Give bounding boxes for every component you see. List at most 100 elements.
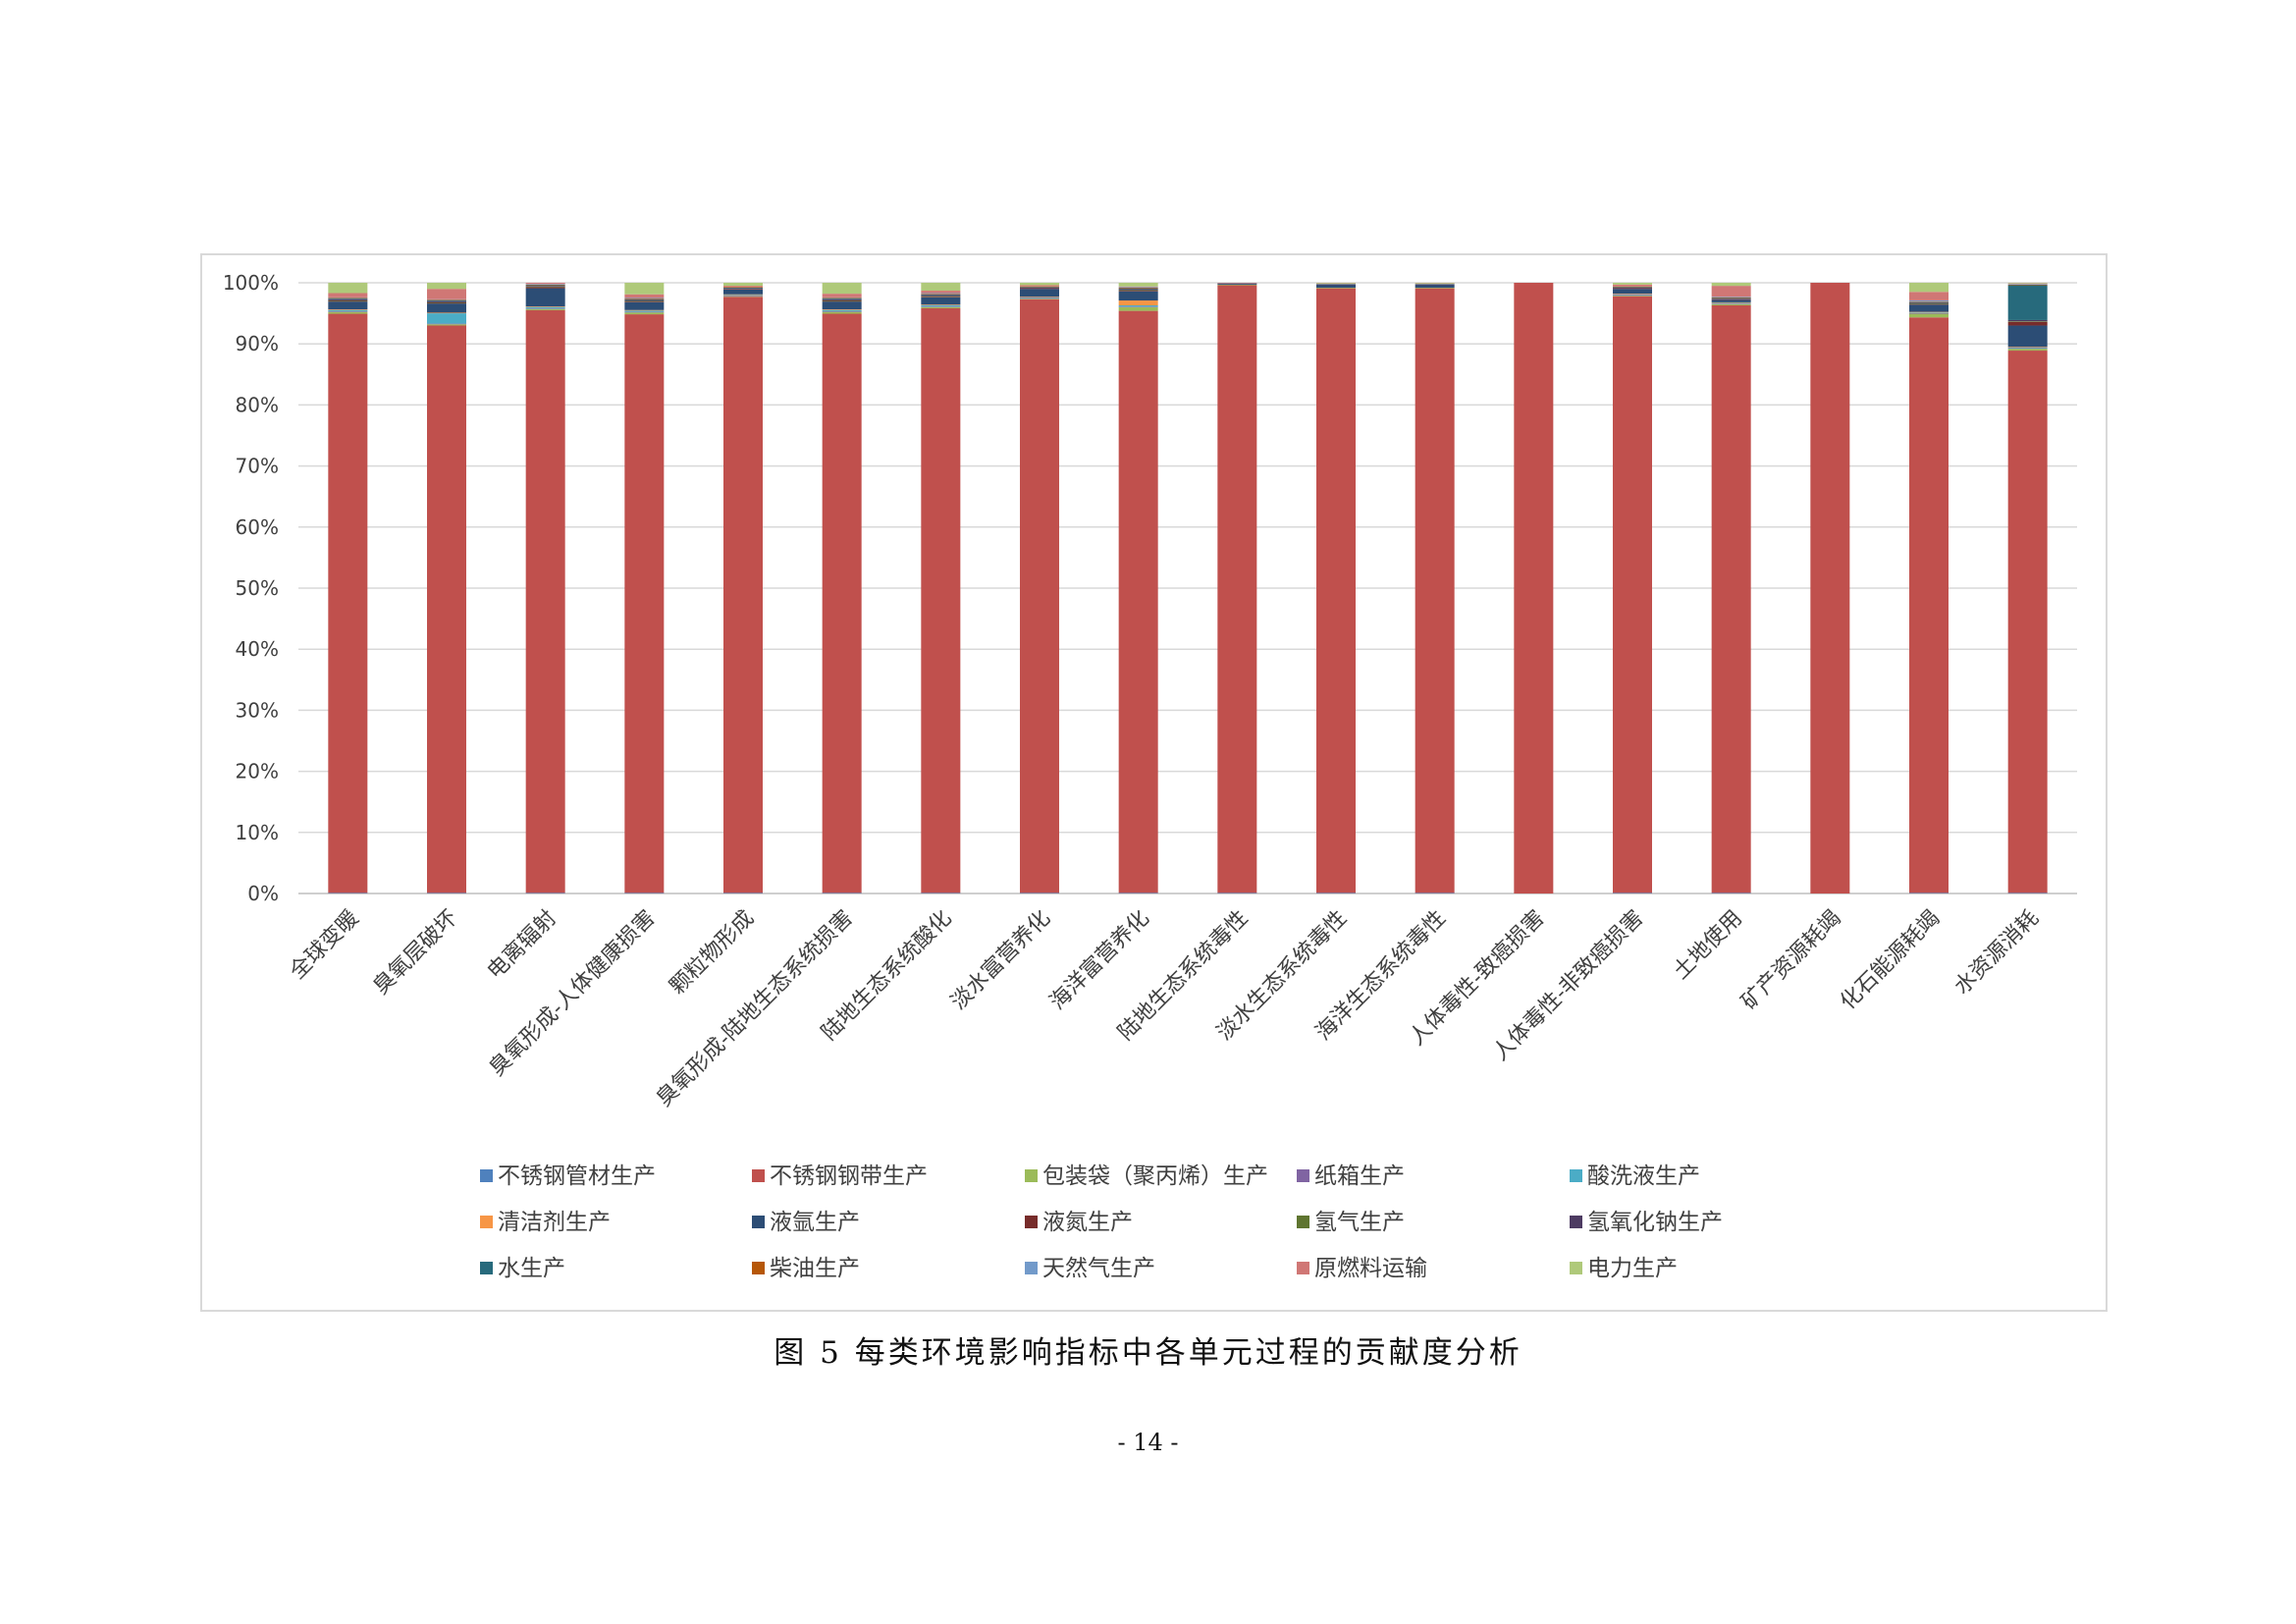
bar-segment — [2007, 321, 2048, 322]
bar-stack — [1118, 283, 1158, 893]
page-number: - 14 - — [1117, 1429, 1179, 1456]
x-tick-label: 臭氧层破坏 — [369, 906, 462, 1000]
bar-segment — [1711, 303, 1751, 305]
x-tick-label: 臭氧形成-人体健康损害 — [485, 906, 661, 1082]
bar-stack — [822, 283, 862, 893]
y-tick-label: 40% — [236, 637, 279, 661]
bar-segment — [2007, 284, 2048, 286]
bar-segment — [624, 300, 665, 302]
bar-segment — [723, 287, 763, 288]
bar-segment — [1909, 312, 1949, 313]
legend-swatch — [752, 1262, 765, 1274]
bar-segment — [1020, 289, 1059, 298]
legend-label: 纸箱生产 — [1314, 1164, 1405, 1189]
bar-stack — [427, 283, 466, 893]
legend-label: 原燃料运输 — [1314, 1256, 1427, 1281]
bar-segment — [427, 300, 466, 301]
bar-segment — [1613, 294, 1652, 296]
bar-segment — [1020, 298, 1059, 299]
bar-segment — [1909, 317, 1949, 893]
bar-segment — [1020, 283, 1059, 286]
bar-segment — [1909, 292, 1949, 300]
bar-segment — [1415, 284, 1455, 285]
x-tick-label: 颗粒物形成 — [666, 906, 759, 1000]
bar-segment — [1909, 304, 1949, 312]
bar-segment — [1909, 313, 1949, 318]
bar-segment — [328, 309, 368, 310]
bar-segment — [1020, 298, 1059, 299]
bar-segment — [624, 310, 665, 312]
bar-segment — [1613, 287, 1652, 288]
bar-segment — [723, 296, 763, 298]
x-tick-label: 淡水富营养化 — [946, 906, 1055, 1015]
legend-label: 不锈钢钢带生产 — [770, 1164, 928, 1189]
bar-segment — [525, 308, 565, 309]
bar-segment — [525, 283, 565, 285]
x-tick-label: 土地使用 — [1669, 906, 1747, 985]
legend-item: 酸洗液生产 — [1570, 1164, 1700, 1189]
bar-segment — [1316, 283, 1356, 284]
grid-lines — [298, 282, 2077, 894]
bar-stack — [1316, 283, 1356, 893]
bar-segment — [525, 286, 565, 288]
bar-segment — [1613, 295, 1652, 297]
bar-segment — [1810, 283, 1850, 893]
bar-segment — [427, 325, 466, 893]
legend-swatch — [1570, 1216, 1582, 1228]
bar-segment — [328, 313, 368, 893]
bar-segment — [624, 314, 665, 893]
legend-swatch — [480, 1169, 493, 1182]
y-tick-label: 80% — [236, 393, 279, 416]
figure-caption: 图 5 每类环境影响指标中各单元过程的贡献度分析 — [774, 1335, 1522, 1371]
bar-segment — [427, 302, 466, 304]
bar-segment — [1613, 296, 1652, 297]
legend-item: 天然气生产 — [1025, 1256, 1155, 1281]
legend-label: 清洁剂生产 — [498, 1210, 611, 1235]
bar-segment — [525, 284, 565, 286]
bar-segment — [624, 299, 665, 301]
legend-item: 液氮生产 — [1025, 1210, 1133, 1235]
legend-swatch — [752, 1169, 765, 1182]
x-tick-label: 全球变暖 — [286, 906, 364, 985]
bar-segment — [921, 306, 961, 308]
bar-segment — [723, 294, 763, 296]
legend-label: 酸洗液生产 — [1587, 1164, 1700, 1189]
bar-segment — [1909, 303, 1949, 304]
bar-segment — [1613, 288, 1652, 290]
bar-segment — [624, 294, 665, 298]
legend-item: 纸箱生产 — [1297, 1164, 1405, 1189]
bar-segment — [1711, 303, 1751, 304]
bar-segment — [328, 309, 368, 312]
bar-segment — [1909, 299, 1949, 302]
legend-label: 氢氧化钠生产 — [1587, 1210, 1723, 1235]
bar-segment — [1613, 286, 1652, 288]
bar-segment — [921, 283, 961, 292]
bar-segment — [1613, 284, 1652, 287]
bar-segment — [1514, 283, 1554, 893]
legend-item: 氢氧化钠生产 — [1570, 1210, 1723, 1235]
bar-segment — [1118, 291, 1158, 301]
bar-segment — [1118, 306, 1158, 311]
bar-segment — [1415, 284, 1455, 286]
bar-segment — [1415, 288, 1455, 893]
legend-swatch — [480, 1216, 493, 1228]
bar-segment — [1909, 312, 1949, 314]
bar-segment — [723, 287, 763, 289]
bar-segment — [1020, 287, 1059, 288]
y-tick-label: 0% — [247, 882, 279, 905]
bar-segment — [525, 306, 565, 309]
bar-segment — [2007, 321, 2048, 326]
legend-swatch — [1570, 1262, 1582, 1274]
bar-segment — [1613, 283, 1652, 285]
x-tick-label: 海洋富营养化 — [1045, 906, 1154, 1015]
bar-segment — [427, 312, 466, 314]
bar-segment — [1613, 296, 1652, 893]
bar-segment — [624, 312, 665, 315]
bar-segment — [1415, 287, 1455, 289]
bar-segment — [822, 294, 862, 298]
bar-segment — [1711, 302, 1751, 304]
bar-segment — [427, 300, 466, 302]
legend-swatch — [1025, 1262, 1038, 1274]
